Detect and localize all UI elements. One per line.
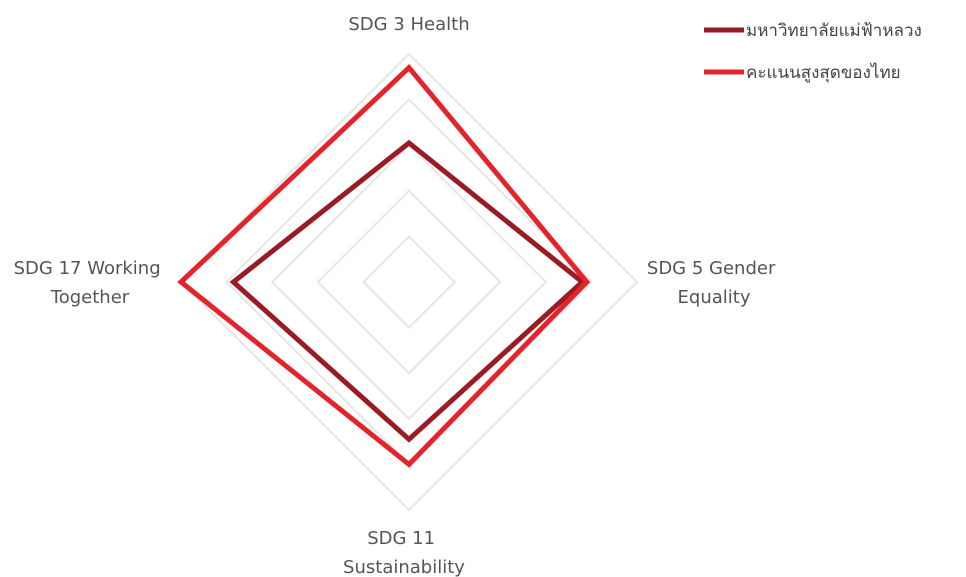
grid-ring-80 [225, 98, 593, 466]
legend-label-mfu: มหาวิทยาลัยแม่ฟ้าหลวง [746, 21, 922, 41]
series-line-1 [177, 64, 591, 468]
axis-label-sdg5: SDG 5 Gender Equality [647, 258, 781, 308]
grid-ring-20 [361, 234, 457, 330]
axis-label-sdg17: SDG 17 Working Together [14, 258, 167, 308]
grid-ring-40 [316, 189, 502, 375]
grid-ring-100 [179, 52, 639, 512]
legend-item-mfu: มหาวิทยาลัยแม่ฟ้าหลวง [704, 21, 922, 41]
legend-item-thai-max: คะแนนสูงสุดของไทย [704, 62, 901, 83]
radar-series [177, 64, 591, 468]
legend: มหาวิทยาลัยแม่ฟ้าหลวง คะแนนสูงสุดของไทย [704, 21, 922, 83]
series-line-0 [229, 139, 587, 443]
axis-label-sdg11: SDG 11 Sustainability [343, 528, 465, 577]
legend-label-thai-max: คะแนนสูงสุดของไทย [746, 62, 901, 83]
axis-label-sdg3: SDG 3 Health [348, 14, 469, 35]
axis-labels: SDG 3 Health SDG 5 Gender Equality SDG 1… [14, 14, 781, 577]
grid-ring-60 [270, 143, 548, 421]
